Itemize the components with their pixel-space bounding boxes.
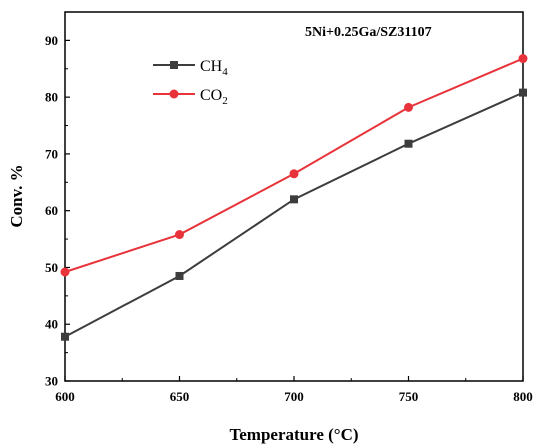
data-point xyxy=(518,54,528,64)
legend-item-co2: CO2 xyxy=(153,87,228,107)
y-tick-label: 40 xyxy=(45,317,58,332)
data-point xyxy=(175,271,184,280)
data-point xyxy=(61,332,69,341)
axis-ticks: 600 650 700 750 800 30 40 50 60 70 80 90 xyxy=(45,11,533,404)
series-co2 xyxy=(60,54,528,277)
x-tick-label: 650 xyxy=(170,389,190,404)
data-point xyxy=(404,102,413,112)
chart-annotation: 5Ni+0.25Ga/SZ31107 xyxy=(305,25,432,40)
data-point xyxy=(290,195,298,204)
y-axis-title: Conv. % xyxy=(7,164,26,227)
data-point xyxy=(519,88,527,97)
data-point xyxy=(60,267,70,277)
series-line xyxy=(64,57,524,273)
y-tick-label: 80 xyxy=(45,90,58,105)
x-tick-label: 700 xyxy=(284,389,304,404)
y-tick-label: 50 xyxy=(45,260,58,275)
data-point xyxy=(175,230,184,240)
legend-label-co2: CO2 xyxy=(200,87,228,107)
y-tick-label: 60 xyxy=(45,203,58,218)
y-tick-label: 90 xyxy=(45,33,58,48)
legend-marker-ch4 xyxy=(170,61,178,69)
x-axis-title: Temperature (°C) xyxy=(229,425,358,444)
legend-label-ch4: CH4 xyxy=(200,58,228,78)
x-tick-label: 600 xyxy=(55,389,75,404)
y-tick-label: 30 xyxy=(45,374,58,389)
series-line xyxy=(64,91,524,338)
legend-marker-co2 xyxy=(169,89,179,99)
data-point xyxy=(404,139,413,148)
y-tick-label: 70 xyxy=(45,146,58,161)
series-layer xyxy=(60,54,528,341)
x-tick-label: 750 xyxy=(399,389,419,404)
legend-item-ch4: CH4 xyxy=(153,58,228,78)
data-point xyxy=(289,169,299,179)
x-tick-label: 800 xyxy=(513,389,533,404)
legend: CH4 CO2 xyxy=(153,58,228,107)
series-ch4 xyxy=(61,88,527,341)
